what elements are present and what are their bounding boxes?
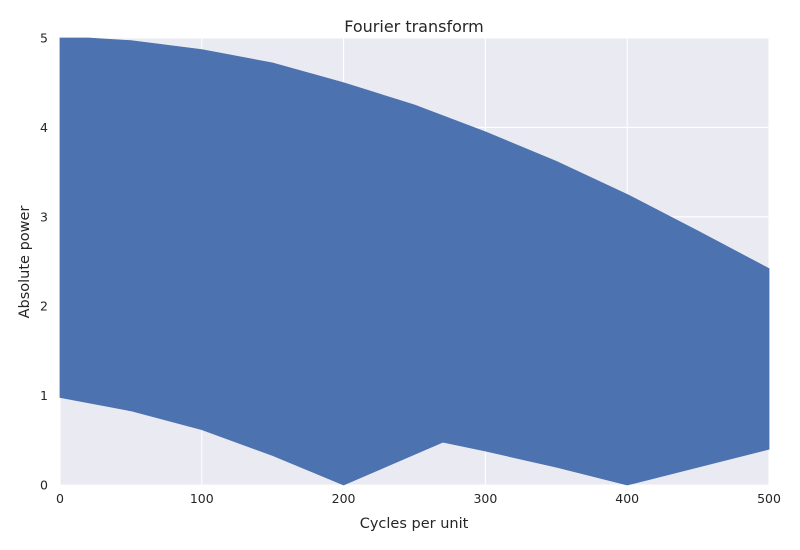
chart-title: Fourier transform bbox=[344, 17, 484, 36]
x-tick-label: 100 bbox=[190, 491, 214, 506]
x-tick-label: 0 bbox=[56, 491, 64, 506]
series-area bbox=[59, 37, 770, 486]
y-tick-label: 3 bbox=[40, 209, 48, 224]
x-tick-label: 500 bbox=[757, 491, 781, 506]
y-tick-label: 2 bbox=[40, 299, 48, 314]
y-tick-label: 4 bbox=[40, 120, 48, 135]
x-tick-label: 300 bbox=[473, 491, 497, 506]
x-axis-label: Cycles per unit bbox=[360, 516, 469, 532]
y-tick-label: 5 bbox=[40, 31, 48, 46]
x-tick-label: 400 bbox=[615, 491, 639, 506]
y-axis-label: Absolute power bbox=[17, 206, 33, 319]
y-tick-labels: 0 1 2 3 4 5 bbox=[40, 31, 48, 493]
series-layer bbox=[59, 37, 770, 486]
x-tick-label: 200 bbox=[332, 491, 356, 506]
y-tick-label: 1 bbox=[40, 388, 48, 403]
y-tick-label: 0 bbox=[40, 478, 48, 493]
x-tick-labels: 0 100 200 300 400 500 bbox=[56, 491, 781, 506]
